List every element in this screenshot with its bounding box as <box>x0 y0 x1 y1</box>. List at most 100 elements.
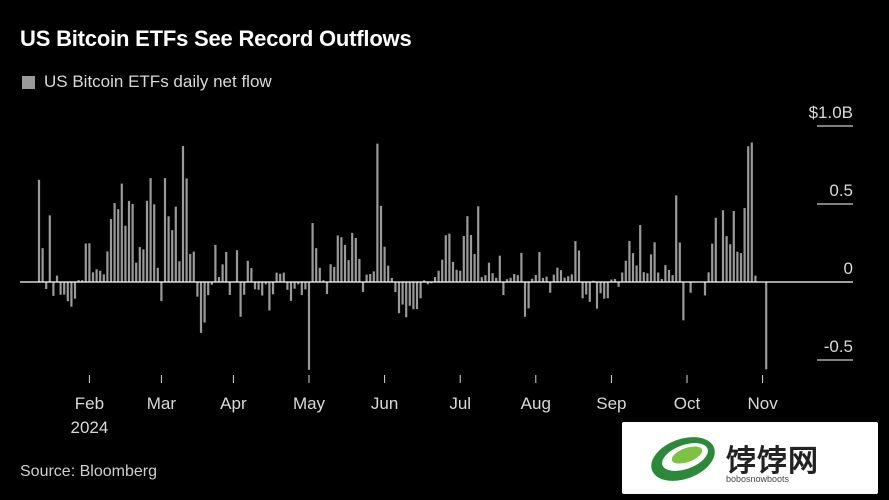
bar <box>120 183 123 282</box>
bar <box>714 217 717 282</box>
bar <box>646 273 649 282</box>
bar <box>99 270 102 282</box>
bar <box>369 274 372 282</box>
bar <box>264 282 267 285</box>
bar <box>358 258 361 282</box>
bar <box>426 282 429 285</box>
bar <box>412 282 415 310</box>
y-tick-label: 0.5 <box>829 181 853 200</box>
bar <box>613 279 617 282</box>
bar <box>682 282 685 321</box>
bar <box>498 255 501 282</box>
bar <box>505 279 509 282</box>
bar <box>441 259 444 282</box>
bar <box>567 276 570 282</box>
bar <box>455 269 458 282</box>
bar <box>491 273 494 282</box>
legend: US Bitcoin ETFs daily net flow <box>20 72 272 92</box>
bar <box>390 277 393 282</box>
bar <box>408 282 411 306</box>
legend-swatch <box>22 75 35 89</box>
bar <box>102 274 105 282</box>
bar <box>430 282 433 284</box>
x-tick-label: Jun <box>371 394 398 413</box>
bar <box>109 219 113 282</box>
bar <box>289 282 293 301</box>
bar <box>282 272 285 282</box>
bar <box>189 254 192 282</box>
bar <box>142 249 145 282</box>
bar <box>649 254 653 282</box>
bar <box>480 277 483 282</box>
bar <box>95 269 98 282</box>
bar <box>203 282 206 323</box>
bar <box>365 274 368 282</box>
bar <box>750 142 753 282</box>
bar <box>592 280 595 282</box>
bar <box>77 280 80 282</box>
bar <box>73 282 77 299</box>
bar <box>448 233 451 282</box>
bar <box>167 216 170 282</box>
bar <box>300 282 303 296</box>
bar <box>185 178 188 282</box>
bar <box>192 251 195 282</box>
bar <box>397 282 401 314</box>
bar <box>495 277 498 282</box>
bar <box>340 237 343 282</box>
bar <box>235 250 239 282</box>
bar <box>739 253 743 282</box>
x-tick-label: Oct <box>674 394 701 413</box>
bar <box>635 265 638 282</box>
bar <box>293 282 296 289</box>
bar <box>394 282 397 293</box>
bar <box>199 282 203 333</box>
bar <box>610 279 613 282</box>
bar <box>88 243 91 282</box>
x-tick-label: Aug <box>521 394 551 413</box>
bar <box>621 272 624 282</box>
bar <box>379 205 383 282</box>
bar <box>383 246 386 282</box>
bars-layer <box>37 142 768 370</box>
bar <box>538 252 541 282</box>
bar <box>217 277 221 282</box>
bar <box>153 204 156 282</box>
bar <box>135 262 138 282</box>
bar <box>297 282 300 285</box>
bar <box>113 203 116 282</box>
bar <box>563 277 566 282</box>
y-tick-label: 0 <box>844 259 853 278</box>
bar <box>257 282 260 290</box>
bar <box>624 260 627 282</box>
bar <box>466 216 469 282</box>
bar <box>45 282 48 290</box>
bar <box>55 275 59 282</box>
bar <box>250 268 253 282</box>
bar <box>268 282 271 311</box>
bar <box>336 235 339 282</box>
bar <box>207 282 210 296</box>
bar <box>509 277 512 282</box>
bar <box>307 282 311 370</box>
bar <box>275 272 278 282</box>
bar <box>41 248 44 282</box>
bar <box>527 282 530 309</box>
x-tick-label: Sep <box>596 394 626 413</box>
bar <box>502 282 505 296</box>
bar <box>574 241 577 282</box>
bar <box>343 244 347 282</box>
bar <box>639 225 642 282</box>
bar <box>361 282 365 292</box>
bar <box>523 282 527 317</box>
bar <box>286 282 289 290</box>
bar <box>541 277 545 282</box>
bar <box>178 261 181 282</box>
bar <box>570 274 573 282</box>
bar <box>603 282 606 299</box>
bar <box>271 282 275 295</box>
bar <box>433 277 437 282</box>
x-axis: Feb 2024 Mar Apr May Jun Jul Aug Sep Oct Nov <box>70 375 778 437</box>
bar <box>513 274 516 282</box>
